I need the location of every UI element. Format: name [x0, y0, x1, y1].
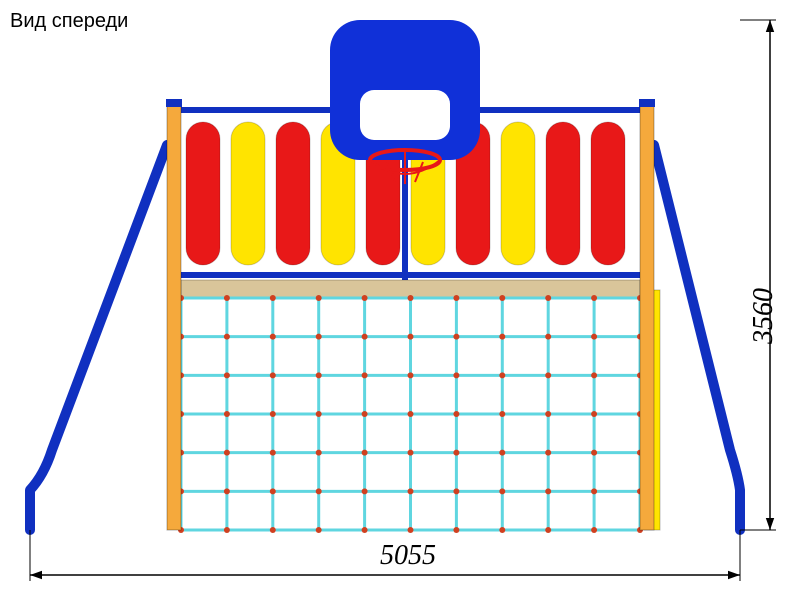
- width-dimension-label: 5055: [380, 540, 436, 572]
- drawing-canvas: [0, 0, 800, 600]
- height-dimension-label: 3560: [748, 288, 780, 344]
